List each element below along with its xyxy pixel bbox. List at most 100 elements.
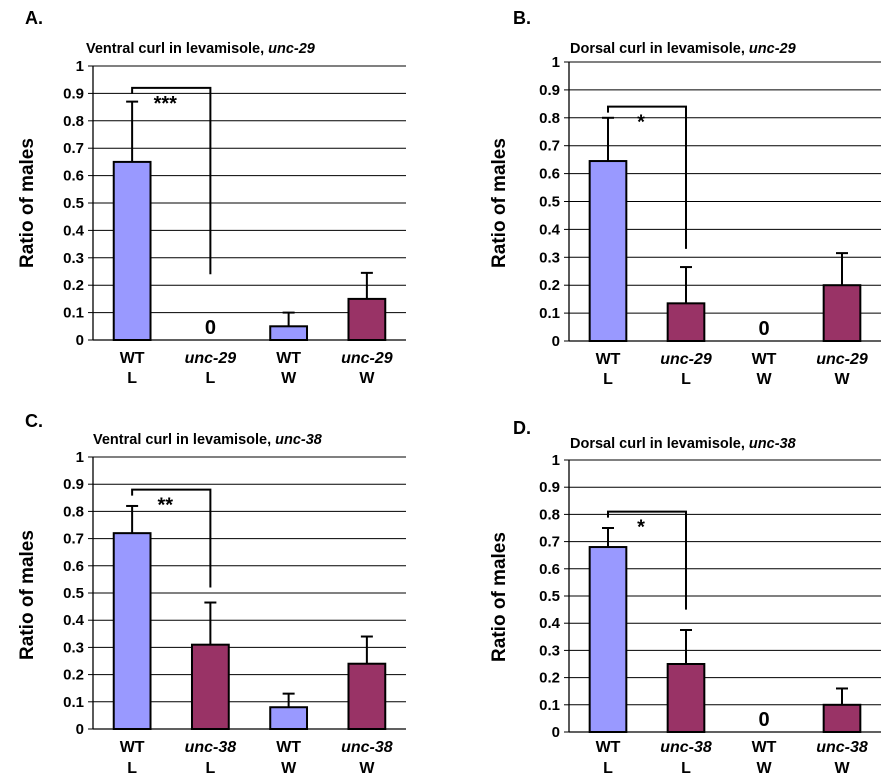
chart-title-gene: unc-38 (275, 432, 323, 448)
y-tick-label: 1 (552, 54, 560, 71)
bar (112, 532, 152, 730)
x-tick-label: W (281, 370, 297, 387)
y-tick-label: 0.6 (63, 168, 84, 185)
x-tick-label: WT (596, 739, 621, 756)
x-tick-label: W (281, 760, 297, 777)
x-tick-label: unc-29 (341, 350, 393, 367)
y-axis-label: Ratio of males (489, 138, 510, 268)
chart-title: Ventral curl in levamisole, unc-38 (93, 432, 323, 448)
significance-label: ** (157, 495, 173, 517)
value-label: 0 (758, 318, 769, 340)
y-tick-label: 0.5 (63, 585, 84, 602)
x-tick-label: unc-38 (660, 739, 712, 756)
y-tick-label: 0.1 (539, 697, 560, 714)
y-tick-label: 0.3 (539, 642, 560, 659)
chart-title-text: Dorsal curl in levamisole, (570, 436, 749, 452)
x-tick-label: L (205, 370, 215, 387)
y-tick-label: 0.9 (63, 85, 84, 102)
x-tick-label: unc-38 (341, 739, 393, 756)
x-tick-label: L (205, 760, 215, 777)
panel-letter: B. (513, 8, 531, 28)
x-tick-label: W (359, 370, 375, 387)
panel-letter: C. (25, 411, 43, 431)
y-tick-label: 0.5 (539, 194, 560, 211)
y-tick-label: 0 (76, 332, 84, 349)
x-tick-label: W (359, 760, 375, 777)
bar (666, 663, 706, 733)
y-tick-label: 0.3 (539, 249, 560, 266)
significance-bracket (607, 510, 687, 610)
significance-bracket (131, 488, 212, 588)
significance-label: * (637, 517, 645, 539)
panel-letter: A. (25, 8, 43, 28)
x-tick-label: L (681, 371, 691, 388)
y-tick-label: 0.4 (63, 222, 85, 239)
y-tick-label: 0 (76, 721, 84, 738)
chart-title: Ventral curl in levamisole, unc-29 (86, 41, 315, 57)
x-tick-label: L (603, 371, 613, 388)
value-label: 0 (758, 709, 769, 731)
x-tick-label: unc-38 (185, 739, 237, 756)
panel-letter: D. (513, 418, 531, 438)
y-tick-label: 0.1 (63, 694, 84, 711)
y-tick-label: 1 (76, 449, 84, 466)
y-tick-label: 0.4 (539, 615, 561, 632)
x-tick-label: unc-29 (816, 351, 868, 368)
x-tick-label: W (834, 760, 850, 777)
x-tick-label: unc-29 (185, 350, 237, 367)
y-tick-label: 0.9 (539, 82, 560, 99)
y-tick-label: 0.2 (539, 277, 560, 294)
bar (269, 706, 309, 730)
y-tick-label: 0.6 (539, 561, 560, 578)
y-axis-label: Ratio of males (17, 138, 38, 268)
x-tick-label: WT (120, 739, 145, 756)
chart-title-text: Ventral curl in levamisole, (93, 432, 275, 448)
y-tick-label: 0.1 (63, 305, 84, 322)
x-tick-label: WT (276, 350, 301, 367)
y-tick-label: 0.5 (539, 588, 560, 605)
y-tick-label: 0.7 (63, 140, 84, 157)
y-tick-label: 0.4 (63, 612, 85, 629)
value-label: 0 (205, 317, 216, 339)
chart-title: Dorsal curl in levamisole, unc-38 (570, 436, 797, 452)
y-tick-label: 0.2 (63, 667, 84, 684)
chart-title-gene: unc-29 (749, 41, 796, 57)
y-tick-label: 0.8 (539, 506, 560, 523)
y-axis-label: Ratio of males (17, 530, 38, 660)
significance-bracket (607, 105, 687, 249)
y-tick-label: 0.8 (63, 113, 84, 130)
y-tick-label: 0.9 (539, 479, 560, 496)
chart-panel-a: A. Ventral curl in levamisole, unc-29 0 0.1… (17, 8, 406, 387)
y-tick-label: 0.6 (63, 558, 84, 575)
y-tick-label: 0.1 (539, 305, 560, 322)
y-tick-label: 1 (552, 452, 560, 469)
x-tick-label: L (127, 760, 137, 777)
bar (347, 297, 387, 341)
x-tick-label: unc-38 (816, 739, 868, 756)
y-tick-label: 0.3 (63, 250, 84, 267)
y-tick-label: 0 (552, 333, 560, 350)
chart-title-gene: unc-38 (749, 436, 797, 452)
y-tick-label: 0.7 (63, 531, 84, 548)
x-tick-label: unc-29 (660, 351, 712, 368)
x-tick-label: W (834, 371, 850, 388)
significance-label: *** (154, 93, 178, 115)
y-tick-label: 0.7 (539, 138, 560, 155)
x-tick-label: WT (752, 351, 777, 368)
significance-label: * (637, 112, 645, 134)
y-axis-label: Ratio of males (489, 532, 510, 662)
y-tick-label: 0.9 (63, 476, 84, 493)
y-tick-label: 0.7 (539, 534, 560, 551)
bar (822, 703, 862, 733)
bar (190, 643, 230, 730)
bar (347, 662, 387, 730)
y-tick-label: 0.2 (63, 277, 84, 294)
x-tick-label: W (756, 371, 772, 388)
bar (588, 160, 628, 342)
chart-title-text: Dorsal curl in levamisole, (570, 41, 749, 57)
chart-title: Dorsal curl in levamisole, unc-29 (570, 41, 796, 57)
chart-panel-d: D. Dorsal curl in levamisole, unc-38 0 0.1 0… (489, 418, 881, 777)
x-tick-label: WT (752, 739, 777, 756)
y-tick-label: 0 (552, 724, 560, 741)
y-tick-label: 0.3 (63, 639, 84, 656)
